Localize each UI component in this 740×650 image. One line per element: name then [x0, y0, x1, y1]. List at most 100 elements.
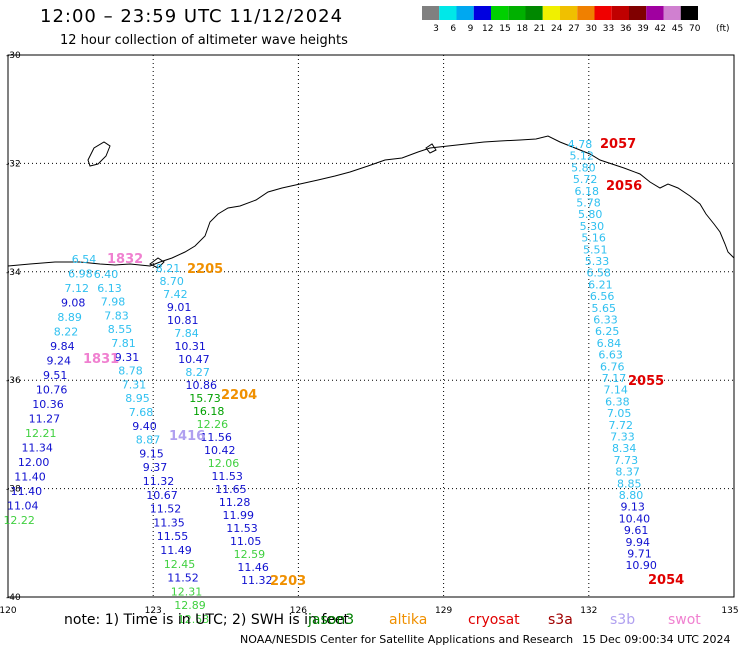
wave-height-label: 9.51	[43, 369, 68, 382]
wave-height-label: 5.51	[583, 243, 608, 256]
legend-swatch	[560, 6, 578, 20]
wave-height-label: 5.12	[569, 150, 594, 163]
wave-height-label: 6.58	[586, 267, 611, 280]
wave-height-label: 9.61	[624, 524, 649, 537]
wave-height-label: 7.73	[614, 454, 639, 467]
legend-label: 15	[499, 24, 510, 34]
wave-height-label: 11.56	[200, 431, 232, 444]
wave-height-label: 10.90	[625, 559, 657, 572]
wave-height-label: 11.49	[160, 544, 192, 557]
legend-swatch	[473, 6, 491, 20]
legend-label: 39	[637, 24, 649, 34]
map-title: 12:00 – 23:59 UTC 11/12/2024	[40, 6, 344, 27]
wave-height-label: 11.04	[7, 500, 39, 513]
lon-tick-label: 123	[145, 606, 162, 616]
wave-height-label: 11.05	[230, 535, 262, 548]
wave-height-label: 6.98	[68, 268, 93, 281]
wave-height-label: 10.76	[36, 384, 68, 397]
satellite-label: swot	[668, 612, 701, 628]
legend-swatch	[663, 6, 681, 20]
lon-tick-label: 132	[580, 606, 597, 616]
legend-swatch	[680, 6, 698, 20]
wave-height-label: 8.89	[57, 311, 82, 324]
wave-height-label: 9.13	[620, 501, 645, 514]
legend-swatch	[542, 6, 560, 20]
legend-swatch	[646, 6, 664, 20]
pass-id-label: 2204	[221, 388, 257, 403]
wave-height-label: 9.94	[626, 536, 651, 549]
wave-height-label: 8.78	[118, 365, 143, 378]
wave-height-label: 8.70	[159, 275, 184, 288]
lon-tick-label: 120	[0, 606, 17, 616]
lat-tick-label: -36	[6, 376, 21, 386]
wave-height-label: 8.95	[125, 392, 150, 405]
wave-height-label: 11.34	[21, 442, 53, 455]
wave-height-label: 12.89	[174, 599, 206, 612]
wave-height-label: 11.65	[215, 483, 247, 496]
wave-height-label: 6.33	[593, 314, 618, 327]
wave-height-label: 11.27	[29, 413, 61, 426]
wave-height-label: 6.13	[97, 282, 122, 295]
wave-height-label: 9.37	[143, 461, 168, 474]
legend-label: 12	[482, 24, 493, 34]
wave-height-label: 12.06	[208, 457, 240, 470]
pass-id-label: 2057	[600, 137, 636, 152]
wave-height-label: 8.87	[136, 434, 161, 447]
legend-label: 70	[689, 24, 701, 34]
color-legend: 3 6 9 12 15 18 21 24 27 30 33 36 39 42 45 70 (ft)	[422, 6, 730, 34]
island-outline	[149, 257, 165, 269]
wave-height-label: 12.59	[234, 548, 266, 561]
legend-label: 30	[586, 24, 598, 34]
wave-height-label: 7.98	[101, 296, 126, 309]
satellite-label: jason3	[308, 612, 355, 628]
wave-height-label: 9.40	[132, 420, 157, 433]
lat-tick-label: -32	[6, 159, 21, 169]
legend-label: 3	[433, 24, 439, 34]
wave-height-label: 8.37	[615, 466, 640, 479]
legend-swatch	[422, 6, 440, 20]
satellite-label: s3a	[548, 612, 573, 628]
footer-timestamp: 15 Dec 09:00:34 UTC 2024	[582, 633, 731, 646]
wave-height-label: 8.21	[156, 262, 181, 275]
footer-credit: NOAA/NESDIS Center for Satellite Applica…	[240, 633, 574, 646]
wave-height-label: 12.22	[3, 514, 35, 527]
legend-label: 36	[620, 24, 632, 34]
wave-height-label: 5.30	[580, 220, 605, 233]
wave-height-label: 7.14	[603, 384, 628, 397]
wave-height-label: 11.53	[211, 470, 243, 483]
legend-label: 42	[655, 24, 666, 34]
wave-height-label: 6.56	[590, 290, 615, 303]
wave-height-label: 12.26	[197, 418, 229, 431]
legend-label: 45	[672, 24, 683, 34]
wave-height-label: 7.05	[607, 407, 632, 420]
lon-tick-label: 126	[290, 606, 307, 616]
wave-height-label: 6.38	[605, 395, 630, 408]
wave-height-label: 7.17	[602, 372, 627, 385]
wave-height-label: 11.28	[219, 496, 251, 509]
wave-height-label: 5.80	[571, 161, 596, 174]
wave-height-label: 6.54	[72, 253, 97, 266]
satellite-label: s3b	[610, 612, 636, 628]
wave-height-label: 11.53	[226, 522, 258, 535]
wave-height-label: 12.21	[25, 427, 57, 440]
wave-height-label: 9.71	[627, 548, 652, 561]
legend-unit: (ft)	[716, 24, 730, 34]
wave-height-label: 6.84	[597, 337, 622, 350]
wave-height-label: 6.40	[94, 268, 119, 281]
pass-id-label: 2056	[606, 179, 642, 194]
legend-swatch	[456, 6, 474, 20]
wave-height-label: 7.12	[65, 282, 90, 295]
pass-id-label: 2203	[270, 574, 306, 589]
legend-label: 6	[450, 24, 456, 34]
island-outline	[425, 143, 437, 154]
wave-height-label: 8.55	[108, 323, 133, 336]
coastline	[7, 135, 735, 267]
wave-height-label: 11.32	[241, 574, 273, 587]
lon-tick-label: 135	[721, 606, 738, 616]
wave-height-label: 7.33	[610, 431, 635, 444]
pass-id-label: 2205	[187, 262, 223, 277]
island-outline	[87, 141, 111, 167]
wave-height-label: 6.25	[595, 325, 620, 338]
pass-id-label: 2055	[628, 374, 664, 389]
